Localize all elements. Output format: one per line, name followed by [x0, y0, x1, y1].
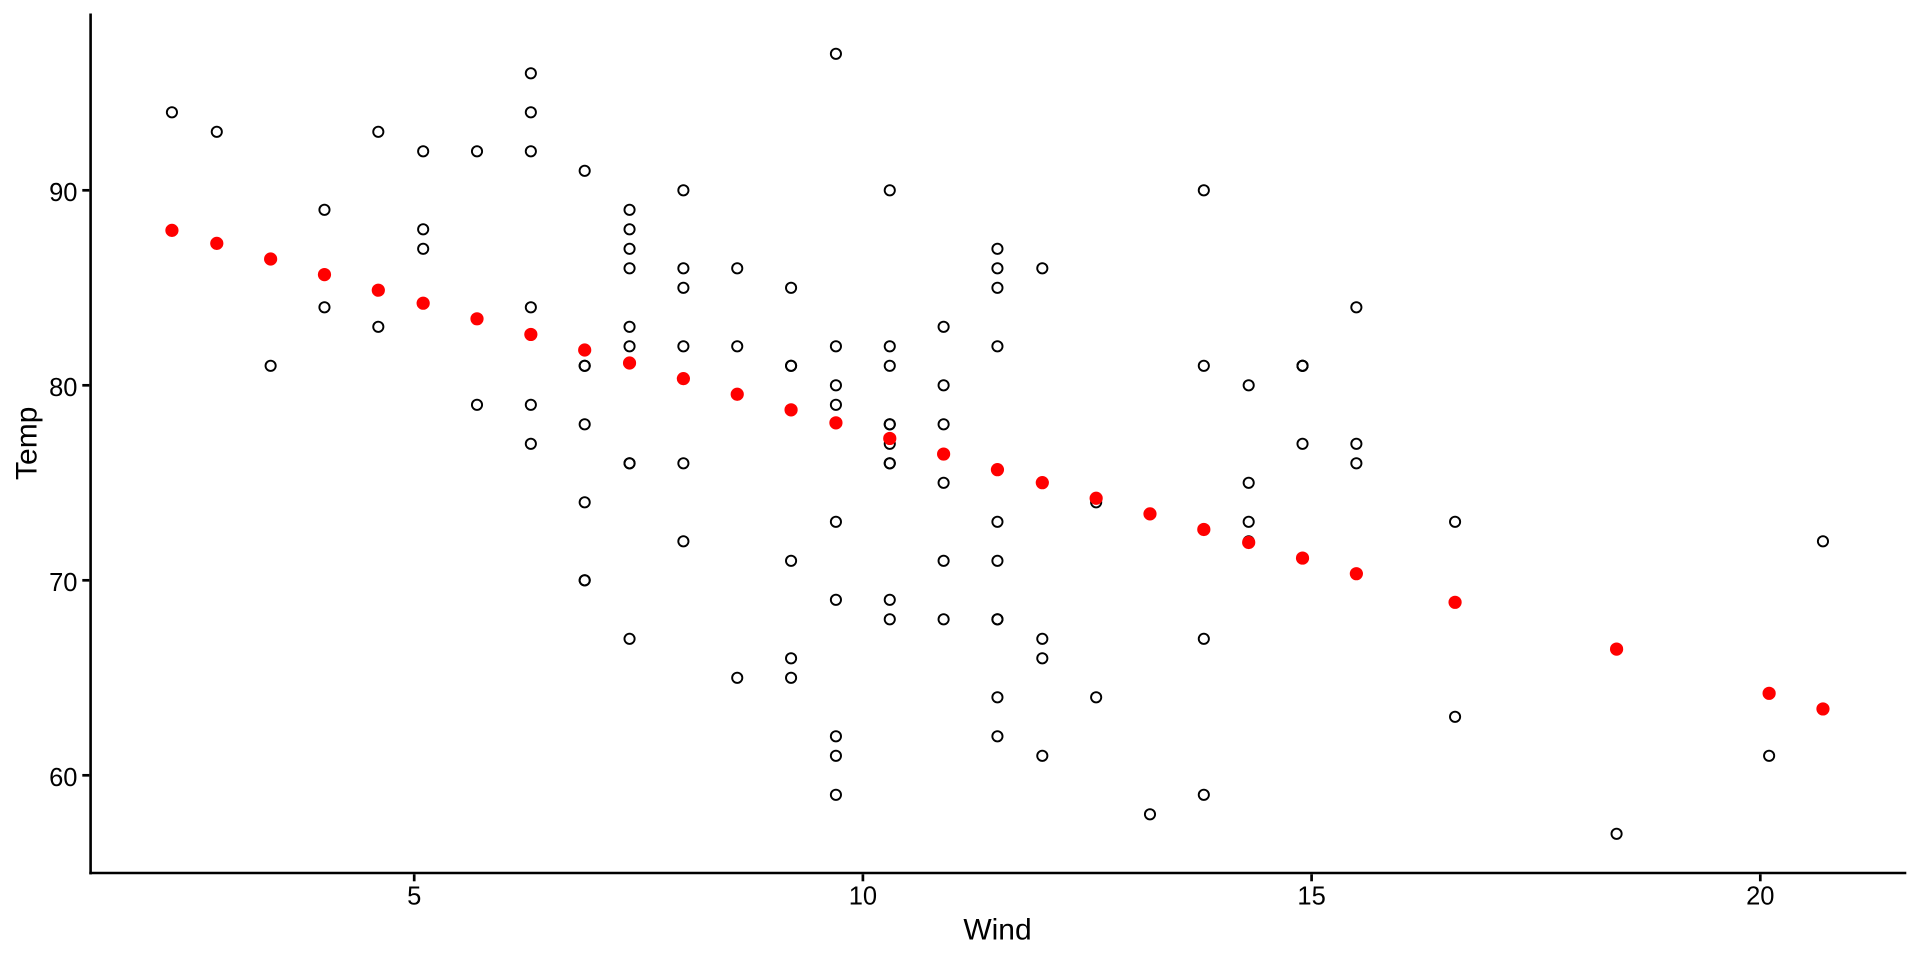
svg-text:80: 80 [49, 374, 77, 402]
svg-text:15: 15 [1297, 882, 1325, 910]
svg-text:Temp: Temp [10, 407, 43, 480]
svg-text:Wind: Wind [963, 913, 1031, 946]
svg-text:70: 70 [49, 569, 77, 597]
svg-text:5: 5 [407, 882, 421, 910]
svg-text:10: 10 [849, 882, 877, 910]
svg-text:60: 60 [49, 764, 77, 792]
svg-text:90: 90 [49, 179, 77, 207]
svg-text:20: 20 [1746, 882, 1774, 910]
